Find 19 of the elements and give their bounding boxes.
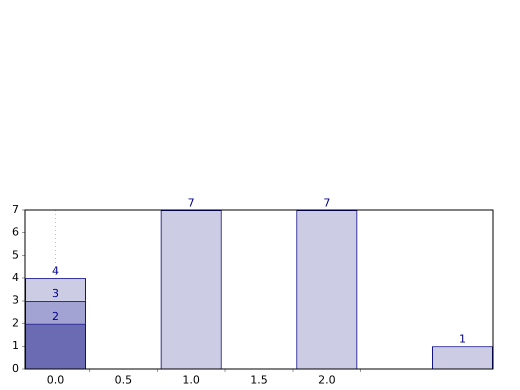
data-label: 7 (188, 196, 195, 210)
data-label: 2 (52, 310, 60, 323)
x-tick-label: 2.0 (318, 373, 336, 386)
y-tick-label: 5 (12, 248, 19, 262)
y-tick-label: 1 (12, 339, 19, 352)
data-label: 1 (458, 332, 466, 346)
y-tick-label: 2 (12, 316, 19, 330)
x-tick-label: 0.0 (46, 373, 64, 386)
x-tick-label: 1.5 (250, 373, 268, 386)
y-tick-label: 0 (12, 362, 19, 375)
x-tick-label: 1.0 (182, 373, 200, 386)
annotation: 3 (52, 287, 60, 300)
y-tick-label: 7 (12, 202, 19, 216)
y-tick-label: 4 (12, 271, 19, 284)
x-tick-label: 0.5 (114, 373, 132, 386)
annotation: 4 (52, 264, 60, 278)
y-tick-label: 3 (12, 294, 19, 307)
data-label: 7 (323, 196, 330, 210)
y-tick-label: 6 (12, 226, 19, 239)
